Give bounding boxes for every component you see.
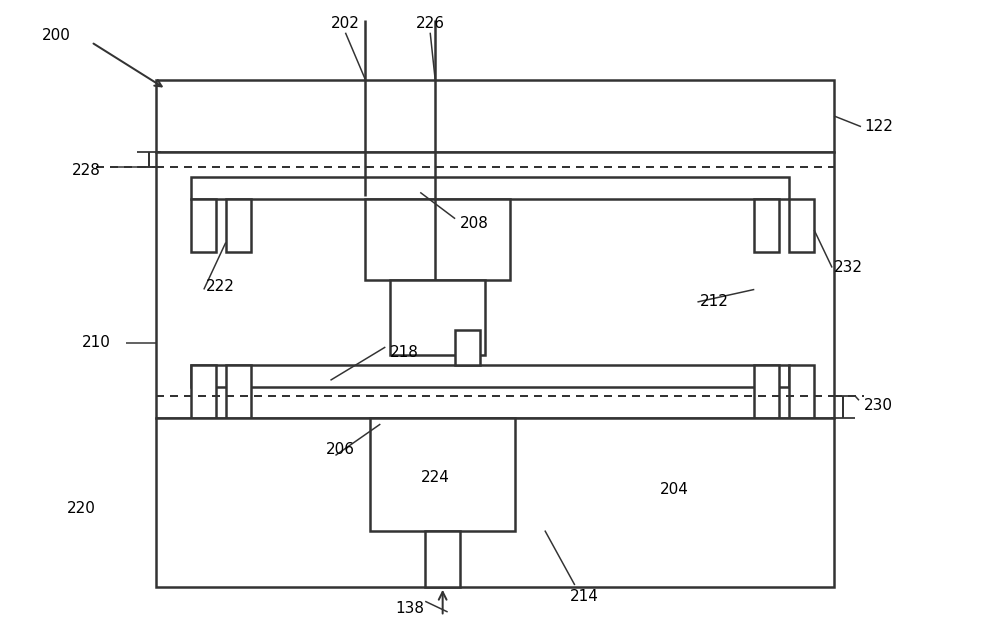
Text: 222: 222 [206,279,235,294]
Bar [370,418,515,530]
Bar [156,152,834,418]
Bar [226,199,251,252]
Bar [226,365,251,418]
Bar [789,365,814,418]
Text: 230: 230 [864,398,893,413]
Text: 214: 214 [570,589,599,604]
Bar [191,177,789,199]
Bar [156,80,834,152]
Text: 206: 206 [325,442,354,457]
Text: 224: 224 [421,470,450,485]
Bar [455,330,480,365]
Text: 212: 212 [699,294,728,309]
Bar [365,199,510,280]
Bar [390,280,485,355]
Bar [754,365,779,418]
Text: 200: 200 [42,28,71,43]
Bar [789,199,814,252]
Text: 220: 220 [67,501,96,516]
Text: 232: 232 [834,260,863,275]
Text: 204: 204 [660,482,689,498]
Bar [754,199,779,252]
Bar [191,365,216,418]
Text: 226: 226 [416,16,445,31]
Bar [425,530,460,587]
Text: 228: 228 [72,163,101,178]
Text: 210: 210 [82,335,111,350]
Text: 208: 208 [460,216,489,231]
Text: 202: 202 [331,16,360,31]
Text: 218: 218 [390,345,419,360]
Bar [191,365,789,386]
Bar [156,418,834,587]
Text: 122: 122 [864,119,893,134]
Bar [191,199,216,252]
Text: 138: 138 [396,601,425,616]
